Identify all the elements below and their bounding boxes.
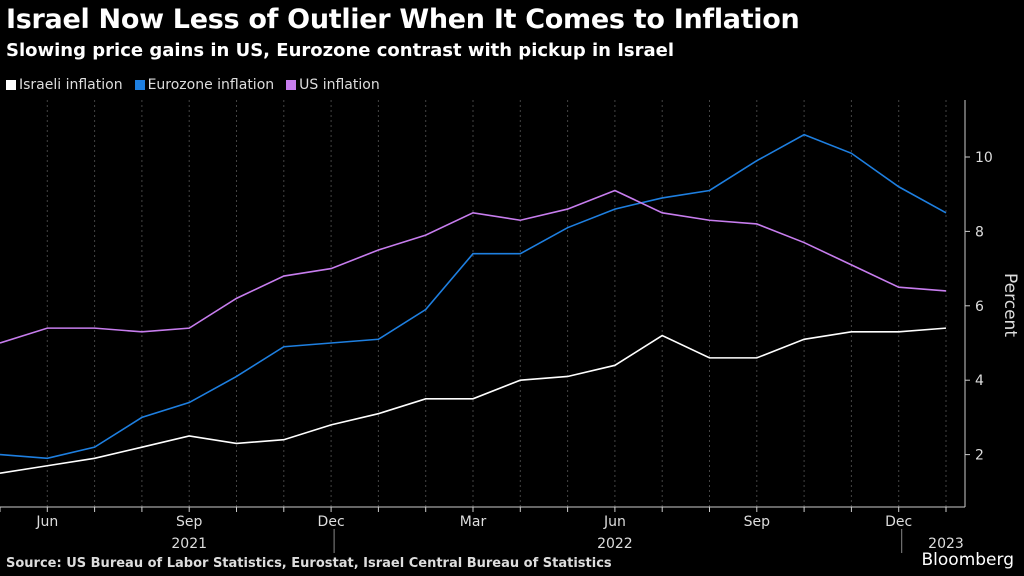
x-tick-label: Sep [744,514,771,530]
year-label: 2022 [597,536,633,552]
legend-item-us: US inflation [286,77,380,93]
source-note: Source: US Bureau of Labor Statistics, E… [6,556,612,571]
legend-swatch [134,80,145,90]
legend-item-eurozone: Eurozone inflation [134,77,275,93]
legend-label: US inflation [299,77,380,93]
x-tick-label: Jun [603,514,626,530]
chart-title: Israel Now Less of Outlier When It Comes… [6,4,800,35]
x-tick-label: Dec [318,514,345,530]
series-line-us-inflation [0,189,947,344]
y-tick-label: 6 [975,299,984,315]
series-line-israeli-inflation [0,327,947,474]
legend-label: Israeli inflation [19,77,123,93]
y-axis-label: Percent [1000,273,1020,337]
legend-swatch [6,80,16,90]
legend-item-israel: Israeli inflation [6,77,123,93]
legend: Israeli inflation Eurozone inflation US … [6,77,380,93]
chart-subtitle: Slowing price gains in US, Eurozone cont… [6,40,675,61]
x-tick-label: Mar [460,514,487,530]
legend-label: Eurozone inflation [147,77,275,93]
x-tick-label: Dec [885,514,912,530]
year-label: 2021 [171,536,207,552]
y-tick-label: 8 [975,224,984,240]
legend-swatch [286,80,297,90]
y-tick-label: 10 [975,150,993,166]
x-tick-label: Jun [35,514,58,530]
series-line-eurozone-inflation [0,133,947,460]
year-label: 2023 [928,536,964,552]
y-tick-label: 4 [975,373,984,389]
bloomberg-logo: Bloomberg [921,550,1014,570]
x-tick-label: Sep [176,514,203,530]
y-tick-label: 2 [975,448,984,464]
